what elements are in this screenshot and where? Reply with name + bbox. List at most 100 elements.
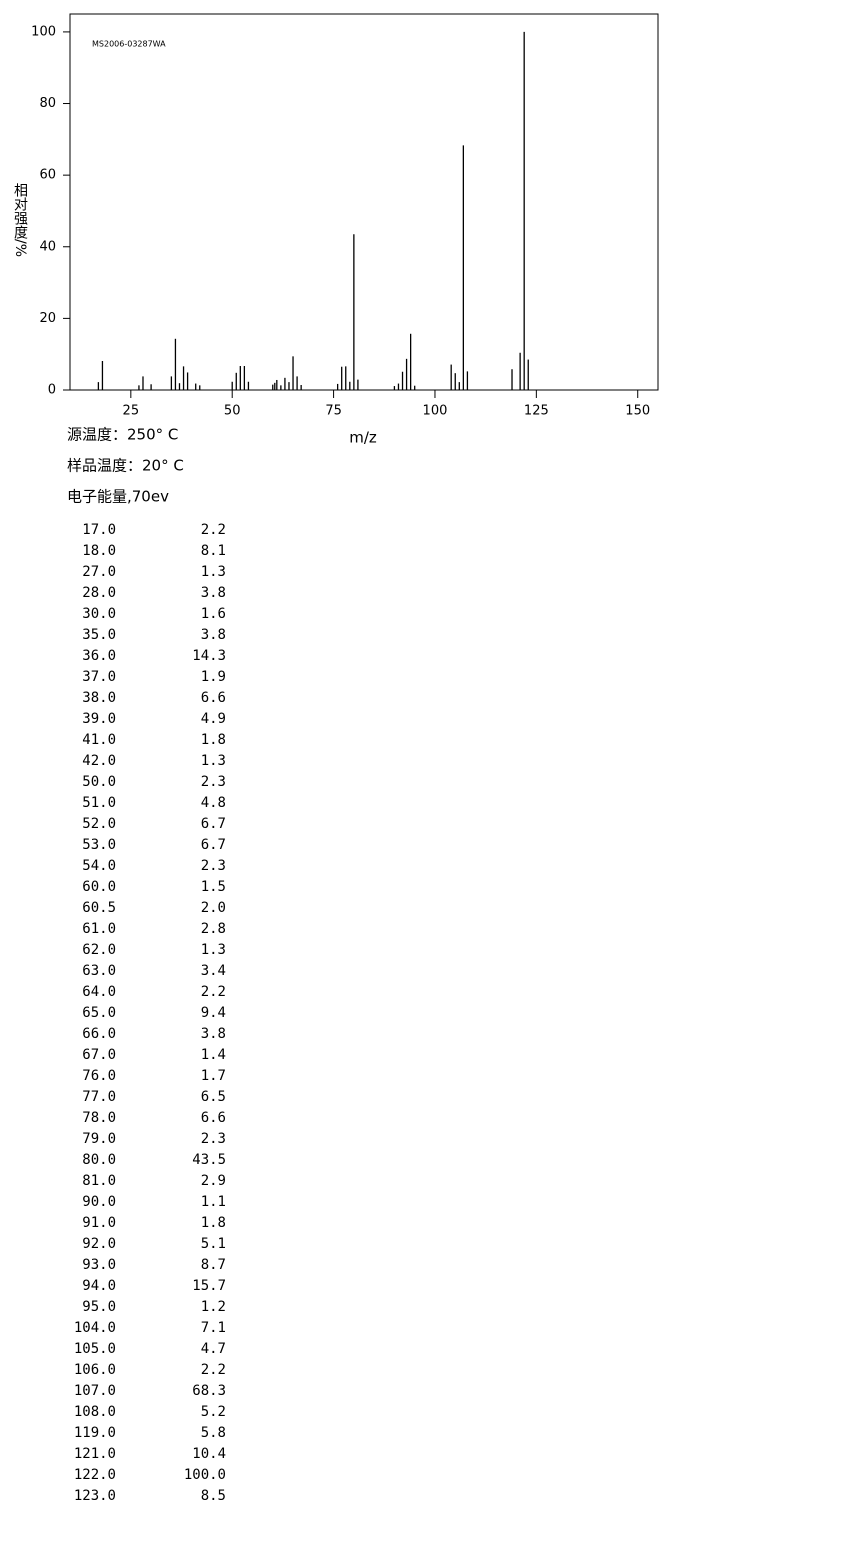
intensity-cell: 5.1 — [201, 1236, 226, 1252]
intensity-cell: 1.1 — [201, 1194, 226, 1210]
intensity-cell: 1.8 — [201, 1215, 226, 1231]
mz-cell: 28.0 — [82, 585, 116, 601]
y-tick-label: 80 — [39, 96, 56, 111]
intensity-cell: 2.2 — [201, 984, 226, 1000]
mz-cell: 62.0 — [82, 942, 116, 958]
mz-cell: 91.0 — [82, 1215, 116, 1231]
intensity-cell: 4.7 — [201, 1341, 226, 1357]
mz-cell: 36.0 — [82, 648, 116, 664]
intensity-cell: 6.7 — [201, 816, 226, 832]
intensity-cell: 10.4 — [192, 1446, 226, 1462]
mz-cell: 64.0 — [82, 984, 116, 1000]
mz-cell: 76.0 — [82, 1068, 116, 1084]
y-tick-label: 100 — [31, 24, 56, 39]
x-tick-label: 125 — [524, 404, 549, 419]
intensity-cell: 68.3 — [192, 1383, 226, 1399]
mz-cell: 65.0 — [82, 1005, 116, 1021]
mz-cell: 92.0 — [82, 1236, 116, 1252]
intensity-cell: 15.7 — [192, 1278, 226, 1294]
intensity-cell: 1.6 — [201, 606, 226, 622]
x-tick-label: 50 — [224, 404, 241, 419]
intensity-cell: 2.3 — [201, 858, 226, 874]
mz-cell: 60.0 — [82, 879, 116, 895]
x-tick-label: 100 — [423, 404, 448, 419]
condition: 电子能量,70ev — [67, 488, 169, 506]
x-tick-label: 75 — [325, 404, 342, 419]
annotation: MS2006-03287WA — [92, 40, 166, 49]
mz-cell: 108.0 — [74, 1404, 116, 1420]
intensity-cell: 6.6 — [201, 1110, 226, 1126]
intensity-cell: 2.2 — [201, 522, 226, 538]
mz-cell: 106.0 — [74, 1362, 116, 1378]
intensity-cell: 2.0 — [201, 900, 226, 916]
intensity-cell: 3.8 — [201, 1026, 226, 1042]
mz-cell: 53.0 — [82, 837, 116, 853]
plot-frame — [69, 13, 659, 391]
y-tick-label: 40 — [39, 239, 56, 254]
intensity-cell: 4.8 — [201, 795, 226, 811]
intensity-cell: 6.6 — [201, 690, 226, 706]
intensity-cell: 7.1 — [201, 1320, 226, 1336]
intensity-cell: 8.1 — [201, 543, 226, 559]
mz-cell: 79.0 — [82, 1131, 116, 1147]
y-tick-label: 20 — [39, 311, 56, 326]
intensity-cell: 2.3 — [201, 1131, 226, 1147]
mz-cell: 67.0 — [82, 1047, 116, 1063]
mz-cell: 107.0 — [74, 1383, 116, 1399]
mz-cell: 35.0 — [82, 627, 116, 643]
intensity-cell: 3.8 — [201, 585, 226, 601]
mz-cell: 42.0 — [82, 753, 116, 769]
mz-cell: 39.0 — [82, 711, 116, 727]
intensity-cell: 5.8 — [201, 1425, 226, 1441]
y-tick-label: 60 — [39, 168, 56, 183]
mz-cell: 66.0 — [82, 1026, 116, 1042]
mz-cell: 90.0 — [82, 1194, 116, 1210]
mz-cell: 51.0 — [82, 795, 116, 811]
mz-cell: 80.0 — [82, 1152, 116, 1168]
mz-cell: 54.0 — [82, 858, 116, 874]
intensity-cell: 1.3 — [201, 942, 226, 958]
intensity-cell: 3.4 — [201, 963, 226, 979]
mz-cell: 95.0 — [82, 1299, 116, 1315]
mz-cell: 61.0 — [82, 921, 116, 937]
mz-cell: 121.0 — [74, 1446, 116, 1462]
condition: 源温度：250° C — [67, 426, 178, 444]
mz-cell: 50.0 — [82, 774, 116, 790]
intensity-cell: 4.9 — [201, 711, 226, 727]
y-axis-label: 相对强度/% — [12, 183, 28, 257]
intensity-cell: 2.9 — [201, 1173, 226, 1189]
intensity-cell: 8.7 — [201, 1257, 226, 1273]
intensity-cell: 2.2 — [201, 1362, 226, 1378]
mz-cell: 78.0 — [82, 1110, 116, 1126]
intensity-cell: 6.7 — [201, 837, 226, 853]
mz-cell: 17.0 — [82, 522, 116, 538]
intensity-cell: 1.9 — [201, 669, 226, 685]
mz-cell: 105.0 — [74, 1341, 116, 1357]
intensity-cell: 14.3 — [192, 648, 226, 664]
x-tick-label: 25 — [123, 404, 140, 419]
mz-cell: 123.0 — [74, 1488, 116, 1504]
intensity-cell: 2.3 — [201, 774, 226, 790]
mz-cell: 119.0 — [74, 1425, 116, 1441]
mz-cell: 104.0 — [74, 1320, 116, 1336]
intensity-cell: 1.5 — [201, 879, 226, 895]
mz-cell: 27.0 — [82, 564, 116, 580]
mz-cell: 94.0 — [82, 1278, 116, 1294]
intensity-cell: 43.5 — [192, 1152, 226, 1168]
intensity-cell: 9.4 — [201, 1005, 226, 1021]
intensity-cell: 6.5 — [201, 1089, 226, 1105]
mz-cell: 18.0 — [82, 543, 116, 559]
mz-cell: 41.0 — [82, 732, 116, 748]
mz-cell: 30.0 — [82, 606, 116, 622]
intensity-cell: 8.5 — [201, 1488, 226, 1504]
mz-cell: 37.0 — [82, 669, 116, 685]
condition: 样品温度：20° C — [67, 457, 184, 475]
intensity-cell: 1.2 — [201, 1299, 226, 1315]
mz-cell: 122.0 — [74, 1467, 116, 1483]
mz-cell: 60.5 — [82, 900, 116, 916]
intensity-cell: 2.8 — [201, 921, 226, 937]
mz-cell: 38.0 — [82, 690, 116, 706]
mz-cell: 52.0 — [82, 816, 116, 832]
intensity-cell: 1.7 — [201, 1068, 226, 1084]
